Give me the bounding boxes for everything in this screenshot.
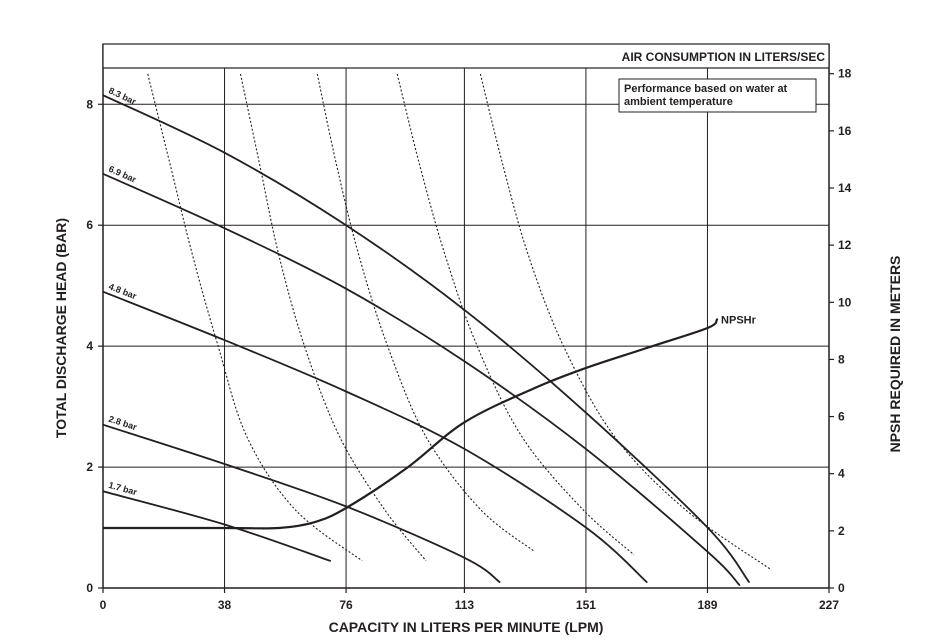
y-right-tick-label: 14 [838, 181, 852, 195]
x-tick-label: 151 [576, 598, 596, 612]
y-left-tick-label: 6 [86, 218, 93, 232]
pressure-curve [103, 423, 501, 583]
y-left-tick-label: 2 [86, 460, 93, 474]
x-tick-label: 38 [218, 598, 232, 612]
y-axis-left-title: TOTAL DISCHARGE HEAD (BAR) [53, 218, 69, 438]
air-consumption-curve [479, 73, 772, 571]
npshr-curve [103, 318, 719, 530]
air-consumption-curve [396, 73, 635, 556]
x-tick-label: 227 [819, 598, 839, 612]
x-tick-label: 113 [455, 598, 475, 612]
x-tick-label: 76 [339, 598, 353, 612]
x-tick-label: 189 [697, 598, 717, 612]
top-axis-title: AIR CONSUMPTION IN LITERS/SEC [622, 50, 826, 64]
pressure-curve [103, 172, 741, 586]
note-line-2: ambient temperature [624, 96, 733, 108]
y-left-tick-label: 0 [86, 581, 93, 595]
performance-note: Performance based on water at ambient te… [618, 78, 817, 113]
air-consumption-curve [239, 73, 427, 562]
plot-frame [98, 44, 834, 593]
air-consumption-lines [147, 73, 772, 571]
y-left-tick-label: 4 [86, 339, 93, 353]
x-axis-title: CAPACITY IN LITERS PER MINUTE (LPM) [329, 619, 604, 635]
npshr-label: NPSHr [721, 314, 757, 326]
y-right-tick-label: 16 [838, 124, 852, 138]
y-right-tick-label: 2 [838, 524, 845, 538]
y-right-tick-label: 10 [838, 295, 852, 309]
pressure-curve [103, 94, 750, 583]
pressure-curve [103, 490, 331, 562]
air-consumption-curve [147, 73, 363, 562]
y-left-tick-label: 8 [86, 97, 93, 111]
top-axis-box: AIR CONSUMPTION IN LITERS/SEC [102, 43, 830, 69]
y-axis-right-title: NPSH REQUIRED IN METERS [887, 256, 903, 453]
pressure-curve [103, 290, 648, 583]
x-tick-label: 0 [100, 598, 107, 612]
pressure-curve-label: 4.8 bar [107, 281, 138, 301]
note-line-1: Performance based on water at [624, 83, 788, 95]
pressure-curve-label: 2.8 bar [107, 414, 138, 433]
performance-curves [103, 94, 750, 586]
y-right-tick-label: 18 [838, 67, 852, 81]
y-right-tick-label: 4 [838, 467, 845, 481]
air-consumption-curve [316, 73, 536, 553]
y-right-tick-label: 0 [838, 581, 845, 595]
y-right-tick-label: 6 [838, 410, 845, 424]
pressure-curve-label: 1.7 bar [107, 480, 138, 497]
y-right-tick-label: 8 [838, 352, 845, 366]
y-right-tick-label: 12 [838, 238, 852, 252]
